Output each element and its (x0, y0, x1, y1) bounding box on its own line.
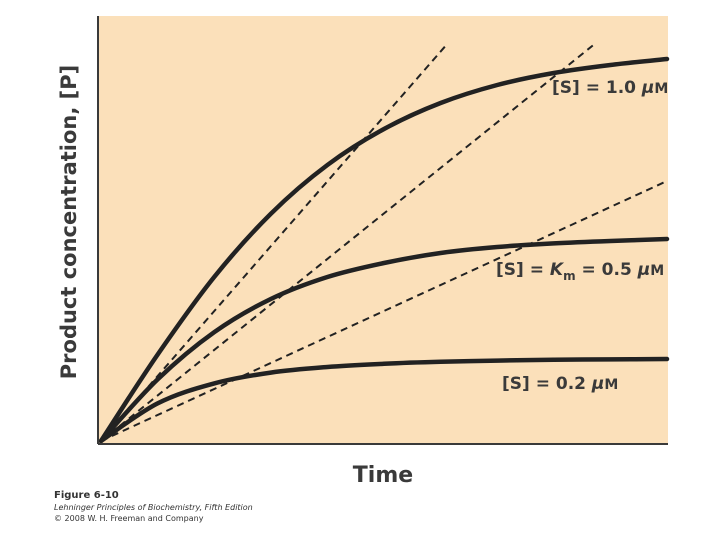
figure-number: Figure 6-10 (54, 490, 119, 501)
series-line-2 (98, 236, 670, 444)
figure-caption: Figure 6-10 Lehninger Principles of Bioc… (54, 490, 253, 524)
series-label-2: [S] = Km = 0.5 μM (496, 260, 664, 283)
dashed-line-2 (100, 44, 595, 442)
series-label-3: [S] = 0.2 μM (502, 374, 618, 394)
copyright: © 2008 W. H. Freeman and Company (54, 514, 204, 523)
series-line-1 (98, 56, 670, 444)
book-title: Lehninger Principles of Biochemistry, Fi… (54, 503, 253, 512)
y-axis-label: Product concentration, [P] (57, 65, 81, 379)
series-label-1: [S] = 1.0 μM (552, 78, 668, 98)
plot-background (98, 16, 668, 444)
series-line-3 (98, 356, 670, 444)
x-axis-label: Time (353, 463, 413, 488)
solid-lines (98, 56, 670, 444)
dashed-line-3 (100, 180, 668, 442)
